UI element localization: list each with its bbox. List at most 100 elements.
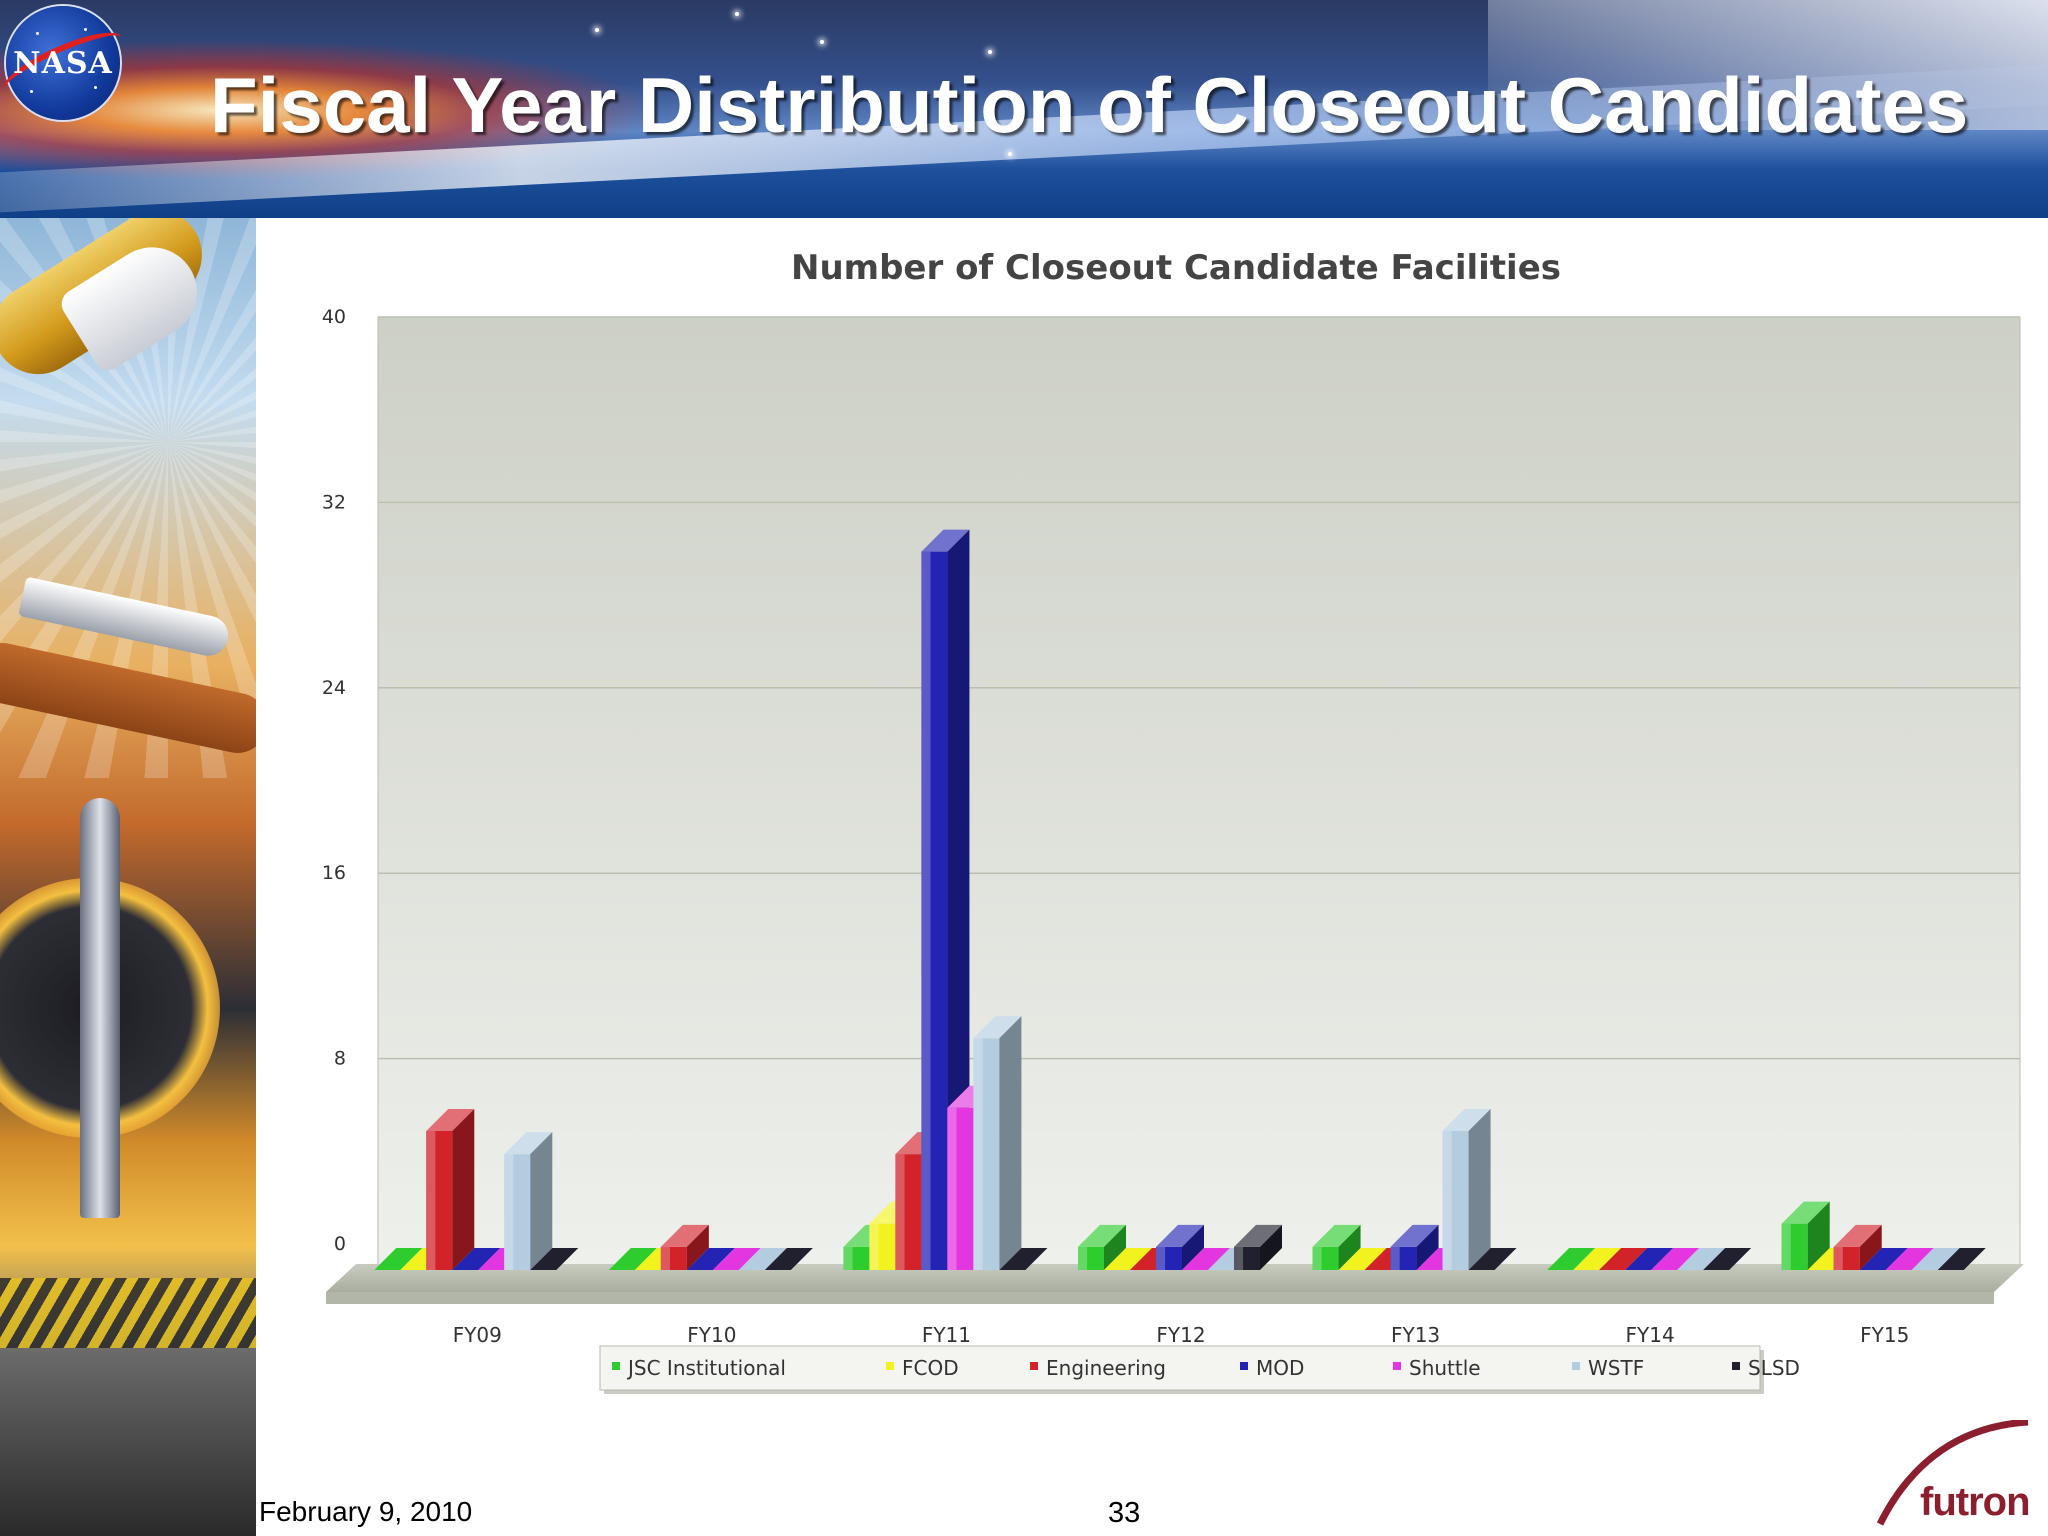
- bar-highlight: [1078, 1246, 1088, 1270]
- star-icon: [735, 12, 739, 16]
- bar: [999, 1248, 1048, 1270]
- bar-highlight: [1312, 1246, 1322, 1270]
- y-tick-label: 16: [322, 862, 346, 884]
- bar-top: [1234, 1224, 1282, 1247]
- bar-zero: [374, 1248, 423, 1270]
- bar-highlight: [973, 1038, 983, 1270]
- bar: [608, 1248, 657, 1270]
- bar-side: [1182, 1224, 1204, 1270]
- futron-logo: futron: [1920, 1480, 2031, 1524]
- x-tick-label: FY15: [1860, 1323, 1909, 1347]
- bar: [1651, 1248, 1700, 1270]
- bar-side: [1338, 1224, 1361, 1270]
- bar-side: [1807, 1201, 1830, 1270]
- chart-panel: Number of Closeout Candidate Facilities …: [256, 222, 2048, 1402]
- legend-swatch: [1240, 1362, 1248, 1370]
- bar-zero: [1859, 1248, 1908, 1270]
- x-tick-label: FY11: [922, 1323, 971, 1347]
- bar-highlight: [921, 551, 931, 1270]
- bar: [426, 1108, 475, 1270]
- bar-chart: Number of Closeout Candidate Facilities …: [322, 248, 2024, 1394]
- bar-zero: [1338, 1248, 1387, 1270]
- bar-highlight: [1234, 1246, 1244, 1270]
- legend-label: FCOD: [902, 1356, 959, 1380]
- bar-zero: [738, 1248, 787, 1270]
- bar-zero: [1468, 1248, 1517, 1270]
- legend: [599, 1345, 1761, 1391]
- chart-floor: [326, 1264, 2024, 1292]
- bar: [712, 1248, 761, 1270]
- y-tick-label: 24: [322, 677, 346, 699]
- bar: [374, 1248, 423, 1270]
- bar-zero: [1937, 1248, 1986, 1270]
- page-number: 33: [1108, 1497, 1141, 1529]
- bar: [1781, 1201, 1830, 1270]
- chart-title: Number of Closeout Candidate Facilities: [791, 248, 1561, 288]
- bar: [1156, 1224, 1204, 1270]
- legend-label: MOD: [1256, 1356, 1304, 1380]
- bar-zero: [764, 1248, 813, 1270]
- bar-top: [426, 1108, 475, 1131]
- bar-side: [1859, 1224, 1882, 1270]
- bar-zero: [1547, 1248, 1596, 1270]
- bar-zero: [712, 1248, 761, 1270]
- star-icon: [1008, 152, 1012, 156]
- bar: [1625, 1248, 1674, 1270]
- bar-side: [999, 1016, 1022, 1270]
- bar-top: [660, 1224, 709, 1247]
- bar-highlight: [1390, 1246, 1400, 1270]
- y-tick-label: 0: [334, 1233, 346, 1255]
- bar: [1547, 1248, 1596, 1270]
- y-tick-label: 8: [334, 1048, 346, 1070]
- y-tick-label: 32: [322, 491, 346, 513]
- bar-highlight: [947, 1107, 957, 1270]
- bar-top: [1312, 1224, 1361, 1247]
- legend-swatch: [1732, 1362, 1740, 1370]
- bar: [973, 1016, 1022, 1270]
- bar-top: [973, 1016, 1022, 1039]
- bar-highlight: [1833, 1246, 1843, 1270]
- bar-side: [1416, 1224, 1439, 1270]
- x-tick-label: FY12: [1156, 1323, 1205, 1347]
- bar: [530, 1248, 579, 1270]
- bar-highlight: [660, 1246, 670, 1270]
- bar-zero: [1104, 1248, 1152, 1270]
- bar-zero: [1651, 1248, 1700, 1270]
- bar: [1573, 1248, 1622, 1270]
- slide-title: Fiscal Year Distribution of Closeout Can…: [210, 61, 1969, 149]
- bar-top: [1390, 1224, 1439, 1247]
- space-imagery-panel: [0, 218, 256, 1536]
- bar: [1911, 1248, 1960, 1270]
- bar-highlight: [843, 1246, 853, 1270]
- star-icon: [595, 28, 599, 32]
- bar-zero: [530, 1248, 579, 1270]
- bar-highlight: [1156, 1246, 1166, 1270]
- bar-zero: [1677, 1248, 1726, 1270]
- legend-swatch: [612, 1362, 620, 1370]
- legend-label: JSC Institutional: [626, 1356, 786, 1380]
- x-tick-label: FY09: [453, 1323, 502, 1347]
- bar: [1104, 1248, 1152, 1270]
- star-icon: [988, 50, 992, 54]
- bar-zero: [1182, 1248, 1230, 1270]
- bar-side: [947, 529, 970, 1270]
- plot-area: [377, 316, 2021, 1267]
- bar-highlight: [895, 1154, 905, 1270]
- bar-side: [530, 1132, 553, 1270]
- bar: [1599, 1248, 1648, 1270]
- legend-swatch: [1393, 1362, 1401, 1370]
- bar-highlight: [1781, 1223, 1791, 1270]
- bar-zero: [686, 1248, 735, 1270]
- legend-label: Engineering: [1046, 1356, 1166, 1380]
- bar-highlight: [1442, 1130, 1452, 1270]
- bar: [764, 1248, 813, 1270]
- bar-side: [686, 1224, 709, 1270]
- bar-zero: [1703, 1248, 1752, 1270]
- bar-highlight: [504, 1154, 514, 1270]
- bar: [1468, 1248, 1517, 1270]
- legend-swatch: [886, 1362, 894, 1370]
- y-tick-label: 40: [322, 306, 346, 328]
- bar-highlight: [869, 1223, 879, 1270]
- x-tick-label: FY13: [1391, 1323, 1440, 1347]
- bar: [1833, 1224, 1882, 1270]
